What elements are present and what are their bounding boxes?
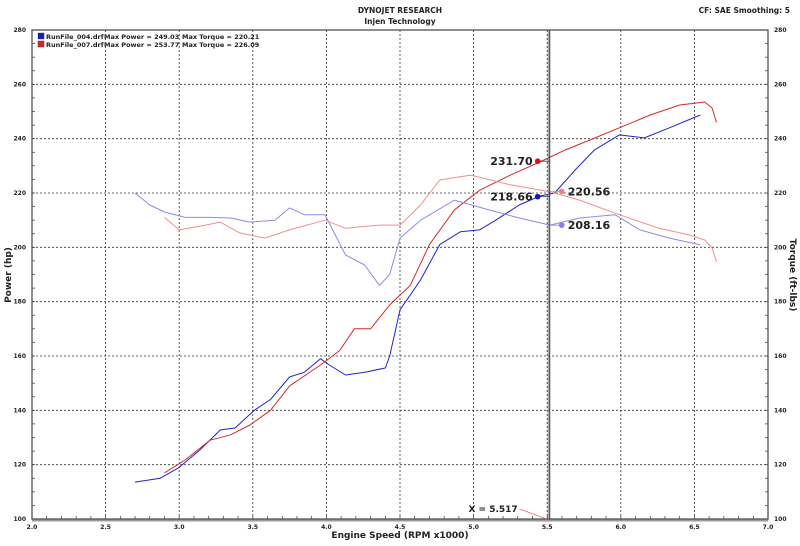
y2-tick-label: 120 [774, 462, 787, 469]
marker-label: 231.70 [490, 155, 533, 168]
x-tick-label: 6.0 [615, 524, 626, 531]
marker-label: 208.16 [568, 219, 611, 232]
series-lines [134, 101, 717, 483]
marker-dot [534, 158, 541, 165]
plot-frame [31, 29, 769, 520]
x-tick-label: 6.5 [689, 524, 700, 531]
y-tick-label: 100 [13, 516, 26, 523]
grid [32, 30, 768, 519]
y-tick-label: 220 [13, 190, 26, 197]
settings-label: CF: SAE Smoothing: 5 [699, 6, 790, 15]
y2-tick-label: 200 [774, 244, 787, 251]
legend-swatch [37, 40, 45, 48]
cursor[interactable]: X = 5.517 231.70 218.66 220.56 208.16 [468, 30, 611, 520]
legend-max-torque: Max Torque = 226.09 [182, 41, 260, 49]
y2-tick-label: 160 [774, 353, 787, 360]
y-axis-label: Power (hp) [4, 247, 14, 303]
x-tick-label: 4.5 [395, 524, 406, 531]
y2-tick-label: 240 [774, 136, 787, 143]
legend-swatch [37, 32, 45, 40]
x-tick-label: 3.0 [174, 524, 185, 531]
marker-label: 218.66 [490, 191, 533, 204]
y-tick-label: 180 [13, 299, 26, 306]
legend-file: RunFile_007.drf [46, 41, 104, 49]
chart-subtitle: Injen Technology [364, 17, 435, 26]
x-tick-label: 5.5 [542, 524, 553, 531]
y2-tick-label: 280 [774, 27, 787, 34]
marker-dot [558, 188, 565, 195]
y-tick-label: 260 [13, 81, 26, 88]
y-tick-label: 120 [13, 462, 26, 469]
series-line-power_004 [134, 114, 701, 483]
x-axis-label: Engine Speed (RPM x1000) [331, 531, 468, 541]
y-tick-label: 280 [13, 27, 26, 34]
y2-tick-label: 220 [774, 190, 787, 197]
y2-tick-label: 100 [774, 516, 787, 523]
legend-max-power: Max Power = 249.03 [104, 33, 179, 41]
cursor-label: X = 5.517 [468, 505, 517, 515]
y-tick-label: 160 [13, 353, 26, 360]
cursor-pointer [519, 508, 547, 520]
x-tick-label: 2.0 [27, 524, 38, 531]
y-tick-label: 240 [13, 136, 26, 143]
legend-max-power: Max Power = 253.77 [104, 41, 179, 49]
series-line-power_007 [164, 101, 717, 474]
legend: RunFile_004.drf Max Power = 249.03 Max Tor… [37, 32, 260, 49]
x-tick-label: 7.0 [763, 524, 774, 531]
y-tick-label: 140 [13, 407, 26, 414]
x-tick-label: 2.5 [100, 524, 111, 531]
series-line-torque_004 [134, 192, 701, 286]
y2-tick-label: 180 [774, 299, 787, 306]
x-tick-label: 3.5 [247, 524, 258, 531]
x-tick-label: 4.0 [321, 524, 332, 531]
y-tick-label: 200 [13, 244, 26, 251]
series-line-torque_007 [164, 174, 717, 263]
chart-title: DYNOJET RESEARCH [358, 6, 442, 15]
marker-dot [534, 193, 541, 200]
y2-tick-label: 140 [774, 407, 787, 414]
x-tick-label: 5.0 [468, 524, 479, 531]
legend-max-torque: Max Torque = 220.21 [182, 33, 260, 41]
marker-dot [558, 222, 565, 228]
marker-label: 220.56 [568, 185, 611, 198]
y2-tick-label: 260 [774, 81, 787, 88]
legend-file: RunFile_004.drf [46, 33, 104, 41]
y2-axis-label: Torque (ft-lbs) [787, 239, 797, 312]
